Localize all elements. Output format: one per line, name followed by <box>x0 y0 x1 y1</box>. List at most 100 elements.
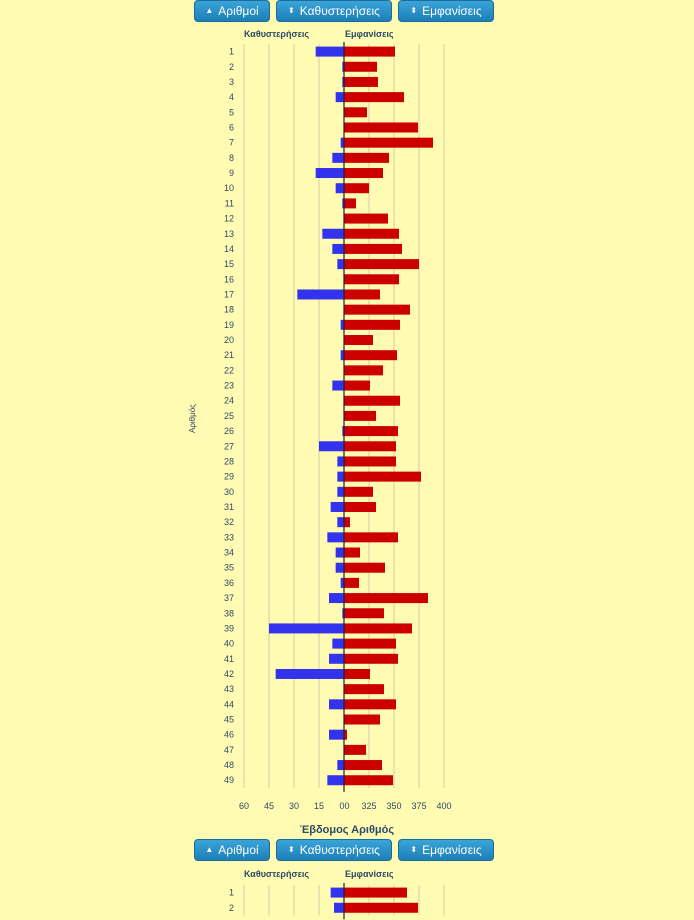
category-tick-label: 14 <box>224 244 234 254</box>
appearance-bar <box>344 243 402 254</box>
sort-updown-icon: ⬍ <box>410 6 418 15</box>
category-tick-label: 30 <box>224 487 234 497</box>
appearance-bar <box>344 289 380 300</box>
appearance-bar <box>344 122 418 133</box>
appearance-bar <box>344 365 383 376</box>
delay-bar <box>337 456 344 467</box>
category-tick-label: 48 <box>224 760 234 770</box>
seventh-number-chart: 12 <box>229 883 445 920</box>
x-tick-label: 45 <box>264 801 274 811</box>
category-tick-label: 49 <box>224 775 234 785</box>
category-tick-label: 33 <box>224 532 234 542</box>
category-tick-label: 10 <box>224 183 234 193</box>
delay-bar <box>332 243 344 254</box>
delay-bar <box>329 729 344 740</box>
appearance-bar <box>344 729 347 740</box>
delay-bar <box>275 668 344 679</box>
delay-bar <box>342 76 344 87</box>
appearance-bar <box>344 547 360 558</box>
category-tick-label: 8 <box>229 153 234 163</box>
appearance-bar <box>344 228 399 239</box>
appearance-bar <box>344 395 400 406</box>
category-tick-label: 31 <box>224 502 234 512</box>
category-tick-label: 35 <box>224 563 234 573</box>
sort-numbers-button-2[interactable]: ▲ Αριθμοί <box>194 839 270 861</box>
category-tick-label: 21 <box>224 350 234 360</box>
category-tick-label: 42 <box>224 669 234 679</box>
x-tick-label: 350 <box>386 801 401 811</box>
x-tick-label: 15 <box>314 801 324 811</box>
delay-bar <box>335 183 344 194</box>
appearances-header: Εμφανίσεις <box>345 29 394 39</box>
category-tick-label: 15 <box>224 259 234 269</box>
appearance-bar <box>344 623 412 634</box>
category-tick-label: 32 <box>224 517 234 527</box>
delay-bar <box>332 380 344 391</box>
delay-bar <box>329 593 344 604</box>
delay-bar <box>319 441 344 452</box>
category-tick-label: 43 <box>224 684 234 694</box>
category-tick-label: 25 <box>224 411 234 421</box>
appearance-bar <box>344 471 421 482</box>
appearance-bar <box>344 410 376 421</box>
section-title: Έβδομος Αριθμός <box>299 824 395 836</box>
appearance-bar <box>344 714 380 725</box>
sort-numbers-button[interactable]: ▲ Αριθμοί <box>194 0 270 22</box>
delay-bar <box>332 152 344 163</box>
delay-bar <box>327 775 344 786</box>
category-tick-label: 40 <box>224 639 234 649</box>
delay-bar <box>327 532 344 543</box>
category-tick-label: 41 <box>224 654 234 664</box>
appearance-bar <box>344 137 433 148</box>
appearance-bar <box>344 501 376 512</box>
appearance-bar <box>344 426 398 437</box>
category-tick-label: 47 <box>224 745 234 755</box>
delay-bar <box>337 486 344 497</box>
delay-bar <box>340 319 344 330</box>
sort-updown-icon: ⬍ <box>288 6 295 15</box>
appearance-bar <box>344 380 370 391</box>
category-tick-label: 1 <box>229 47 234 57</box>
appearance-bar <box>344 441 396 452</box>
x-tick-label: 0 <box>339 801 344 811</box>
sort-updown-icon: ⬍ <box>288 845 295 854</box>
appearance-bar <box>344 638 396 649</box>
delay-bar <box>332 638 344 649</box>
category-tick-label: 3 <box>229 77 234 87</box>
appearance-bar <box>344 668 370 679</box>
appearance-bar <box>344 198 356 209</box>
category-tick-label: 20 <box>224 335 234 345</box>
category-tick-label: 22 <box>224 365 234 375</box>
category-tick-label: 4 <box>229 92 234 102</box>
appearance-bar <box>344 92 404 103</box>
appearance-bar <box>344 562 385 573</box>
category-tick-label: 19 <box>224 320 234 330</box>
category-tick-label: 34 <box>224 548 234 558</box>
x-tick-label: 60 <box>239 801 249 811</box>
x-tick-label: 30 <box>289 801 299 811</box>
sort-appearances-button-2[interactable]: ⬍ Εμφανίσεις <box>398 839 494 861</box>
delay-bar <box>335 562 344 573</box>
delay-bar <box>329 699 344 710</box>
category-tick-label: 2 <box>229 62 234 72</box>
appearance-bar <box>344 486 373 497</box>
delay-bar <box>340 350 344 361</box>
sort-delays-button-2[interactable]: ⬍ Καθυστερήσεις <box>276 839 392 861</box>
category-tick-label: 7 <box>229 138 234 148</box>
delay-bar <box>342 61 344 72</box>
appearance-bar <box>344 775 393 786</box>
appearance-bar <box>344 653 398 664</box>
delay-bar <box>315 168 344 179</box>
appearance-bar <box>344 76 378 87</box>
sort-appearances-button[interactable]: ⬍ Εμφανίσεις <box>398 0 494 22</box>
appearance-bar <box>344 61 377 72</box>
appearance-bar <box>344 744 366 755</box>
category-tick-label: 12 <box>224 214 234 224</box>
appearance-bar <box>344 902 418 913</box>
appearance-bar <box>344 760 382 771</box>
appearance-bar <box>344 517 350 528</box>
delay-bar <box>329 653 344 664</box>
delay-bar <box>315 46 344 57</box>
sort-delays-button[interactable]: ⬍ Καθυστερήσεις <box>276 0 392 22</box>
appearance-bar <box>344 577 359 588</box>
